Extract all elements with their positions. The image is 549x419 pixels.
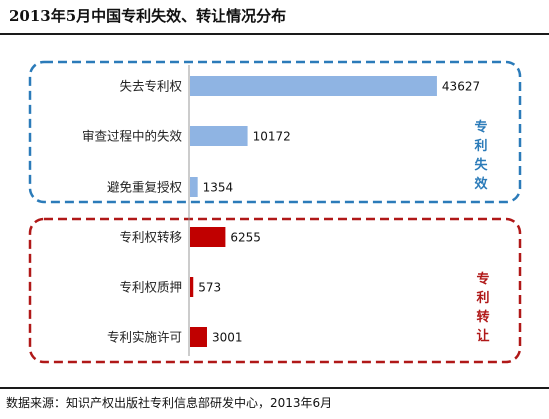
value-label: 43627 [442, 80, 480, 94]
group-label-char: 利 [476, 290, 489, 306]
category-label: 避免重复授权 [107, 180, 183, 195]
category-label: 专利权转移 [119, 230, 182, 245]
bar [190, 76, 437, 96]
category-label: 专利实施许可 [107, 330, 182, 345]
bar [190, 126, 248, 146]
bar-chart: 失去专利权 43627 审查过程中的失效 10172 避免重复授权 1354 专利权转移 62… [28, 60, 522, 364]
group-label-char: 利 [474, 138, 487, 154]
invalidation-group-box [28, 60, 522, 204]
bar [190, 227, 226, 247]
category-label: 专利权质押 [119, 280, 182, 295]
source-divider [0, 387, 549, 389]
group-label-char: 专 [476, 271, 489, 287]
value-label: 6255 [230, 231, 261, 245]
group-label-char: 效 [474, 176, 488, 192]
transfer-group-box [28, 217, 522, 364]
source-note: 数据来源：知识产权出版社专利信息部研发中心，2013年6月 [6, 396, 333, 410]
group-label-char: 失 [474, 157, 488, 173]
page-title: 2013年5月中国专利失效、转让情况分布 [9, 7, 287, 25]
title-divider [0, 33, 549, 35]
bar [190, 327, 207, 347]
value-label: 3001 [212, 331, 243, 345]
category-label: 失去专利权 [119, 79, 182, 94]
value-label: 573 [198, 281, 221, 295]
group-label-char: 专 [474, 119, 487, 135]
value-label: 10172 [253, 130, 291, 144]
group-label-char: 转 [476, 309, 489, 325]
bar [190, 277, 194, 297]
bar [190, 177, 198, 197]
group-label-char: 让 [476, 328, 489, 344]
value-label: 1354 [203, 181, 234, 195]
category-label: 审查过程中的失效 [82, 129, 183, 144]
